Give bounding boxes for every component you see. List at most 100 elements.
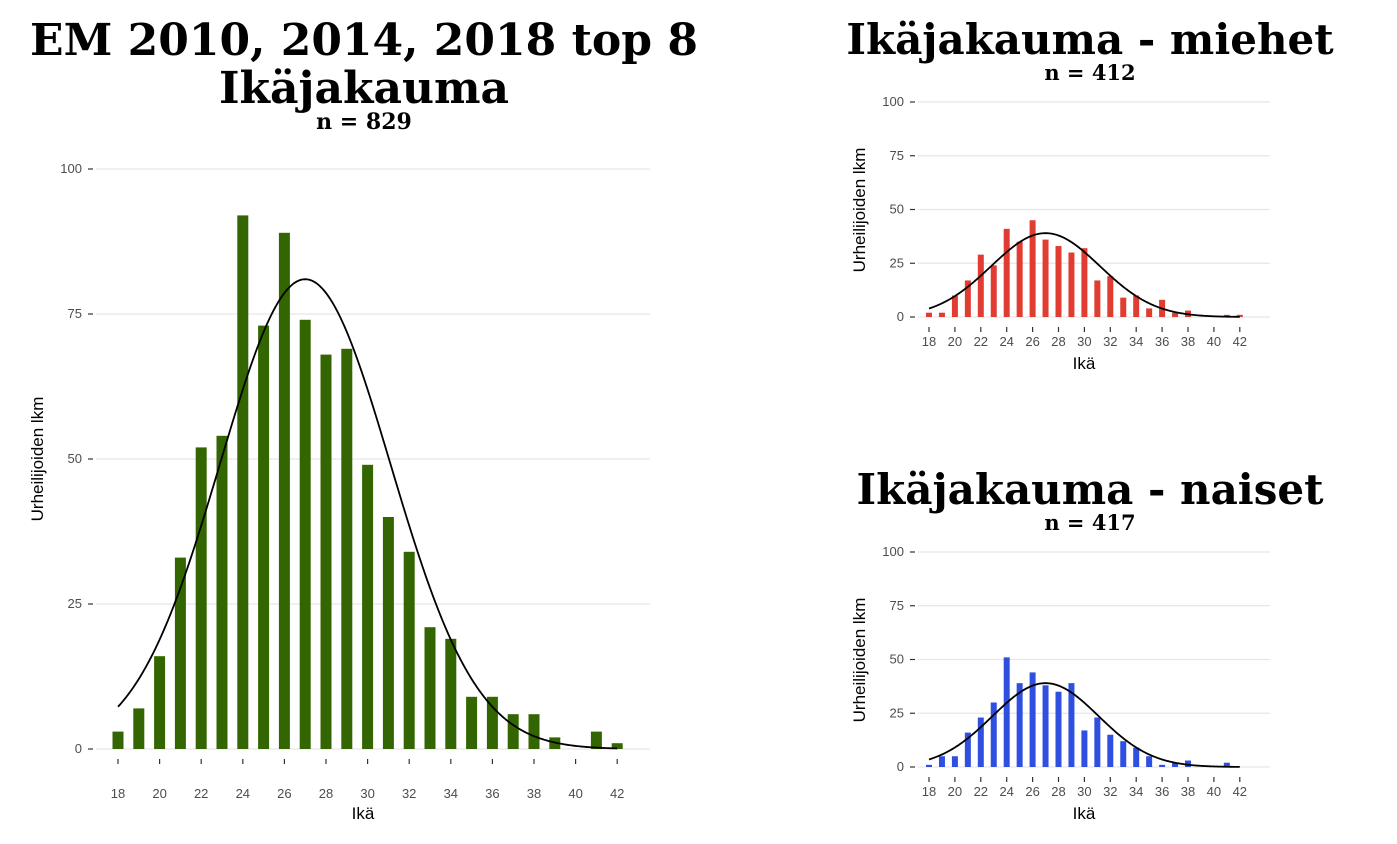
x-tick-label: 32 bbox=[1103, 334, 1117, 349]
chart-title: Ikäjakauma - miehet bbox=[846, 15, 1334, 64]
bar bbox=[926, 312, 932, 317]
y-axis-label: Urheilijoiden lkm bbox=[850, 148, 869, 273]
x-tick-label: 36 bbox=[1155, 334, 1169, 349]
normal-fit-curve bbox=[117, 278, 618, 750]
x-tick-label: 20 bbox=[948, 784, 962, 799]
x-tick-label: 26 bbox=[1025, 334, 1039, 349]
bar bbox=[1016, 683, 1023, 767]
bar bbox=[990, 265, 997, 317]
bar bbox=[133, 708, 145, 749]
x-tick-label: 28 bbox=[1051, 334, 1065, 349]
bar bbox=[964, 280, 971, 317]
bar bbox=[1016, 241, 1023, 317]
bar bbox=[1003, 228, 1010, 317]
bar bbox=[362, 464, 374, 749]
bar bbox=[964, 732, 971, 767]
bar bbox=[951, 295, 958, 317]
y-tick-label: 0 bbox=[897, 309, 904, 324]
bar bbox=[486, 696, 498, 749]
chart-subtitle: n = 412 bbox=[1044, 60, 1135, 85]
bar bbox=[424, 627, 436, 749]
bar bbox=[1107, 734, 1114, 767]
bar bbox=[1223, 762, 1230, 767]
bar bbox=[1081, 730, 1088, 767]
bar bbox=[1172, 762, 1179, 767]
bar bbox=[1236, 314, 1243, 317]
bar bbox=[1068, 683, 1075, 767]
y-tick-label: 75 bbox=[890, 148, 904, 163]
y-tick-label: 25 bbox=[890, 705, 904, 720]
x-tick-label: 30 bbox=[1077, 784, 1091, 799]
bar bbox=[216, 435, 228, 749]
x-tick-label: 40 bbox=[1207, 784, 1221, 799]
x-tick-label: 40 bbox=[568, 786, 582, 801]
y-tick-label: 25 bbox=[68, 596, 82, 611]
bar bbox=[926, 764, 932, 767]
bar bbox=[1094, 280, 1101, 317]
x-tick-label: 28 bbox=[1051, 784, 1065, 799]
bar bbox=[1029, 672, 1036, 767]
y-axis-label: Urheilijoiden lkm bbox=[28, 397, 47, 522]
y-tick-label: 100 bbox=[882, 94, 904, 109]
y-tick-label: 75 bbox=[68, 306, 82, 321]
x-axis-label: Ikä bbox=[1073, 354, 1096, 373]
x-tick-label: 24 bbox=[236, 786, 250, 801]
x-axis-label: Ikä bbox=[1073, 804, 1096, 823]
bar bbox=[1120, 297, 1127, 317]
bar bbox=[466, 696, 478, 749]
chart-panel-2: 0 25 50 75 100 18 20 22 24 26 28 30 32 34 36 38 40 42 Ikäj… bbox=[846, 15, 1334, 373]
chart-subtitle: n = 417 bbox=[1044, 510, 1135, 535]
bar bbox=[174, 557, 186, 749]
chart-title: EM 2010, 2014, 2018 top 8 bbox=[30, 15, 698, 66]
x-tick-label: 38 bbox=[527, 786, 541, 801]
y-tick-label: 100 bbox=[60, 161, 82, 176]
x-tick-label: 26 bbox=[277, 786, 291, 801]
y-tick-label: 50 bbox=[68, 451, 82, 466]
x-tick-label: 38 bbox=[1181, 784, 1195, 799]
x-tick-label: 24 bbox=[999, 334, 1013, 349]
x-tick-label: 42 bbox=[610, 786, 624, 801]
bar bbox=[1055, 691, 1062, 767]
bar bbox=[299, 319, 311, 749]
bar bbox=[1133, 747, 1140, 767]
bar bbox=[1146, 756, 1153, 767]
y-tick-label: 75 bbox=[890, 598, 904, 613]
y-tick-label: 25 bbox=[890, 255, 904, 270]
bar bbox=[528, 714, 540, 749]
bar bbox=[1068, 252, 1075, 317]
y-axis-label: Urheilijoiden lkm bbox=[850, 598, 869, 723]
bar bbox=[1042, 685, 1049, 767]
x-tick-label: 36 bbox=[1155, 784, 1169, 799]
chart-subtitle: n = 829 bbox=[316, 109, 412, 135]
bar bbox=[1042, 239, 1049, 317]
chart-panel-1: 0 25 50 75 100 18 20 22 24 26 28 30 32 34 36 38 40 42 EM 2… bbox=[28, 15, 698, 823]
y-tick-label: 0 bbox=[897, 759, 904, 774]
bar bbox=[237, 215, 249, 749]
bar bbox=[951, 756, 958, 767]
x-tick-label: 36 bbox=[485, 786, 499, 801]
x-tick-label: 34 bbox=[1129, 334, 1143, 349]
x-tick-label: 22 bbox=[974, 784, 988, 799]
bar bbox=[112, 731, 124, 749]
bar bbox=[938, 312, 945, 317]
bar bbox=[154, 656, 166, 749]
bar bbox=[258, 325, 270, 749]
normal-fit-curve bbox=[928, 682, 1240, 768]
x-tick-label: 32 bbox=[402, 786, 416, 801]
bar bbox=[195, 447, 207, 749]
x-axis-label: Ikä bbox=[352, 804, 375, 823]
x-tick-label: 22 bbox=[194, 786, 208, 801]
x-tick-label: 20 bbox=[948, 334, 962, 349]
x-tick-label: 30 bbox=[360, 786, 374, 801]
chart-panel-3: 0 25 50 75 100 18 20 22 24 26 28 30 32 34 36 38 40 42 Ikäj… bbox=[850, 465, 1324, 823]
y-tick-label: 0 bbox=[75, 741, 82, 756]
bar bbox=[590, 731, 602, 749]
bar bbox=[382, 517, 394, 749]
normal-fit-curve bbox=[928, 232, 1240, 318]
bar bbox=[507, 714, 519, 749]
bar bbox=[611, 743, 623, 749]
chart-title: Ikäjakauma - naiset bbox=[856, 465, 1324, 514]
bar bbox=[1029, 220, 1036, 317]
bar bbox=[320, 354, 332, 749]
x-tick-label: 18 bbox=[111, 786, 125, 801]
